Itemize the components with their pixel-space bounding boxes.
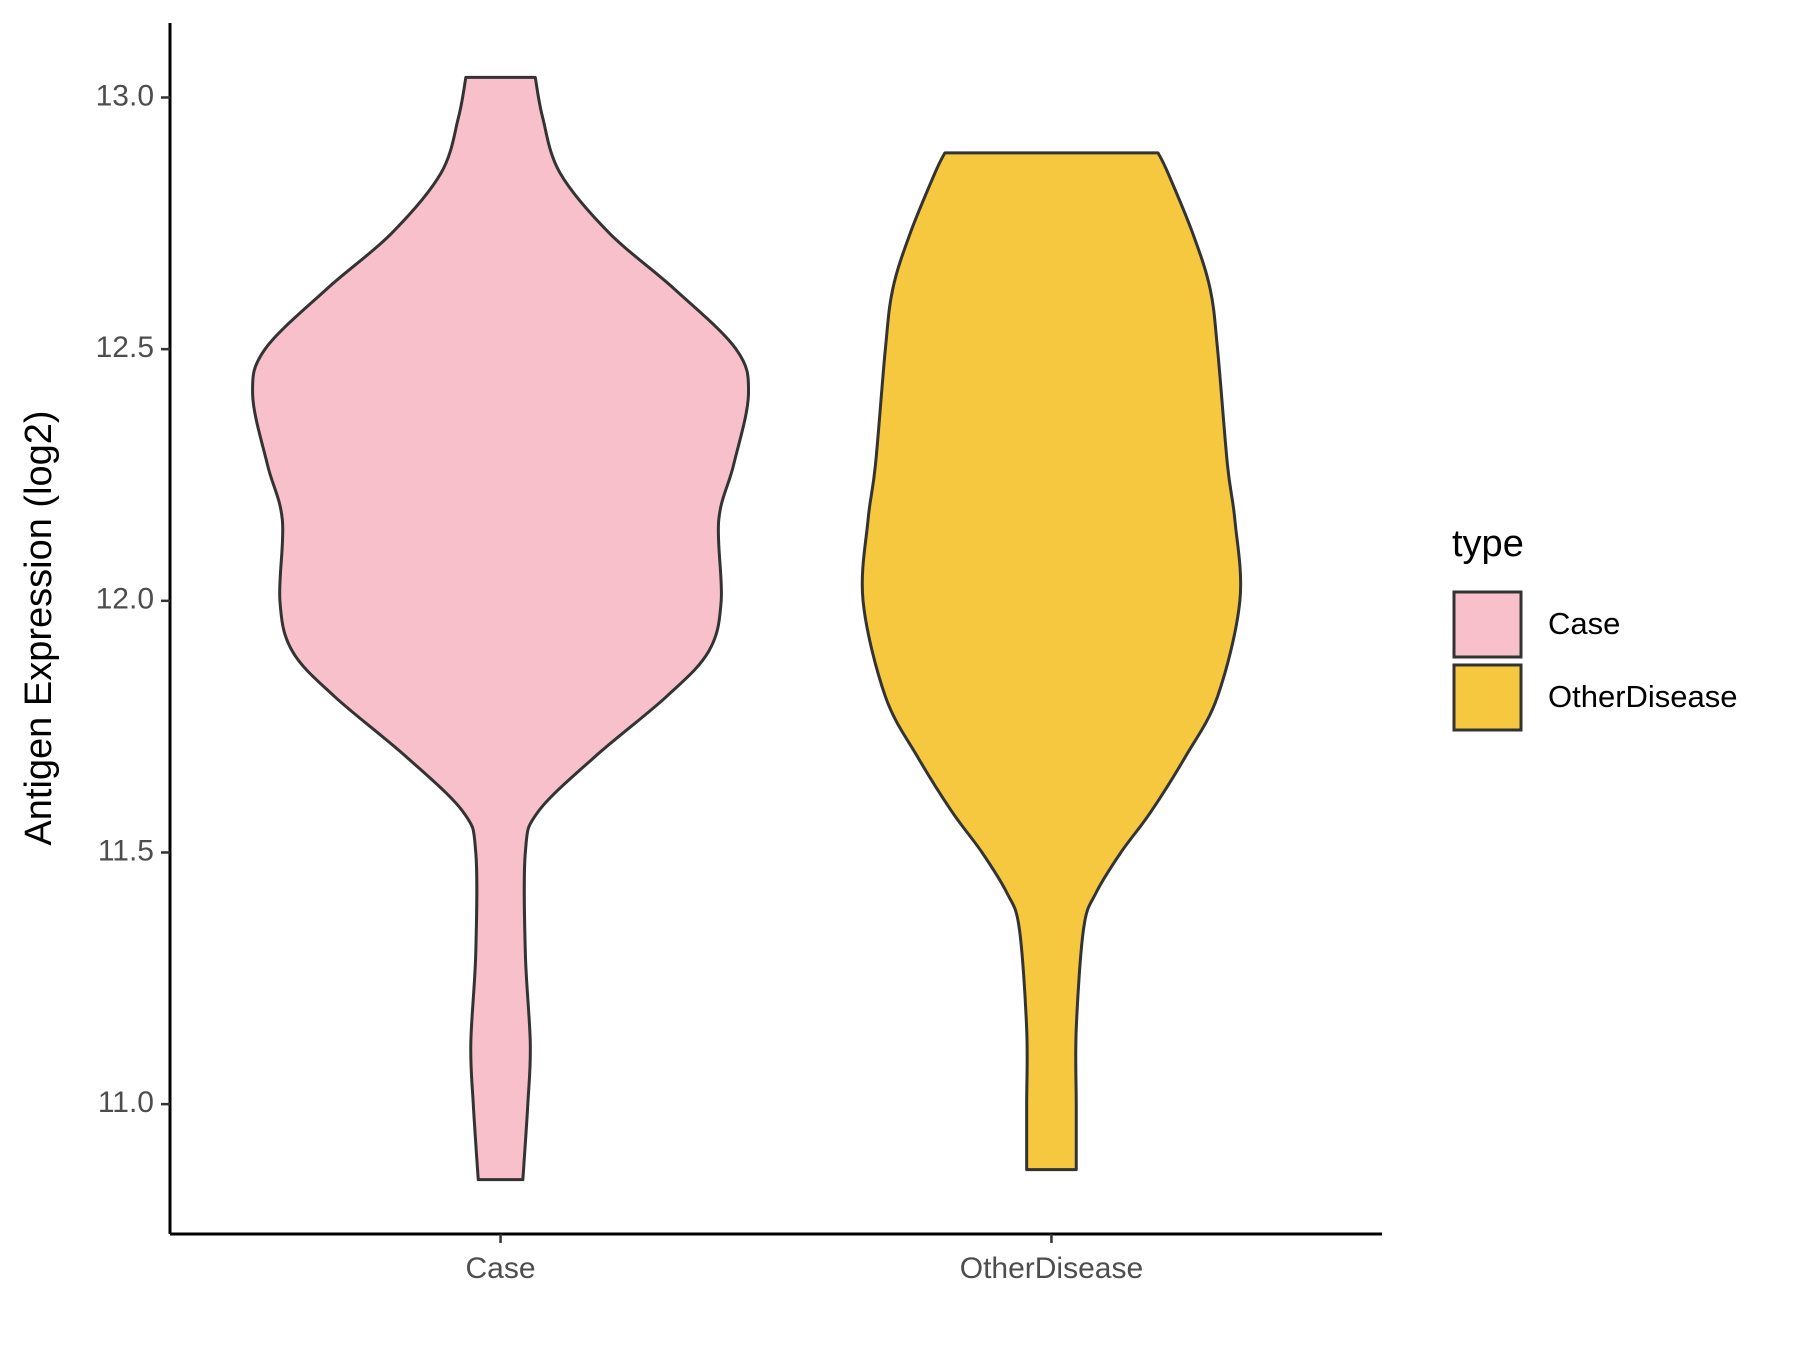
y-tick-label: 11.0 [98,1086,154,1119]
legend-key [1452,663,1523,732]
x-tick-label: Case [466,1252,536,1285]
y-axis-title: Antigen Expression (log2) [18,410,60,845]
y-tick-label: 12.0 [96,583,154,616]
x-tick-label: OtherDisease [960,1252,1143,1285]
legend-label: OtherDisease [1548,679,1738,714]
violin [251,75,751,1182]
y-tick-label: 13.0 [96,79,154,112]
legend-key [1452,590,1523,659]
y-tick-label: 12.5 [96,331,154,364]
legend-label: Case [1548,606,1620,641]
violin [860,151,1243,1172]
legend-title: type [1452,523,1524,565]
y-tick-label: 11.5 [98,834,154,867]
